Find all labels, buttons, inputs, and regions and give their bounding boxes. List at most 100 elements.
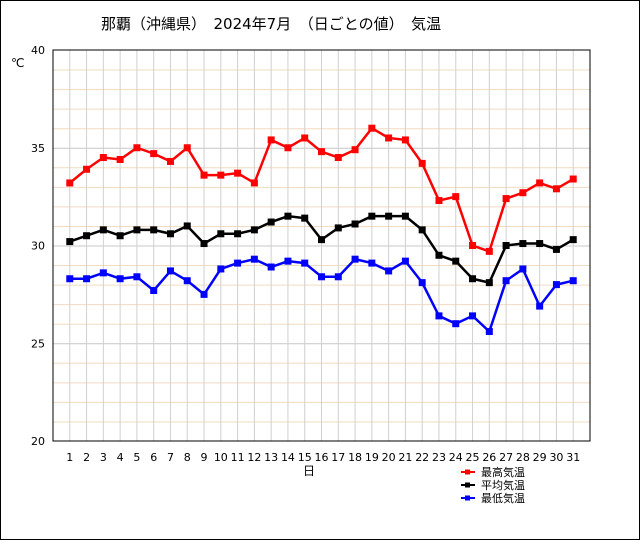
series-最高気温 — [66, 124, 577, 255]
x-tick-label: 22 — [415, 451, 429, 464]
data-point — [318, 148, 325, 156]
data-point — [234, 169, 242, 177]
legend-label: 最高気温 — [481, 465, 525, 479]
y-tick-label: 20 — [31, 435, 45, 448]
data-point — [318, 236, 325, 244]
data-point — [217, 265, 225, 273]
y-tick-labels: 20 25 30 35 40 — [31, 44, 45, 448]
data-point — [435, 312, 443, 320]
x-tick-label: 21 — [398, 451, 412, 464]
legend-label: 最低気温 — [481, 491, 525, 505]
legend-item: 平均気温 — [461, 478, 525, 492]
data-point — [385, 212, 393, 220]
data-point — [418, 159, 426, 167]
data-point — [536, 240, 544, 248]
data-point — [284, 144, 292, 152]
x-tick-label: 24 — [449, 451, 463, 464]
data-point — [166, 157, 174, 165]
x-tick-label: 4 — [117, 451, 124, 464]
data-point — [452, 193, 460, 201]
x-tick-label: 19 — [365, 451, 379, 464]
x-tick-label: 20 — [382, 451, 396, 464]
data-point — [485, 328, 493, 336]
data-point — [385, 134, 393, 142]
data-point — [284, 257, 292, 265]
x-tick-label: 27 — [499, 451, 513, 464]
data-point — [368, 124, 376, 132]
x-tick-label: 23 — [432, 451, 446, 464]
data-point — [200, 171, 208, 179]
data-point — [435, 251, 443, 259]
data-point — [334, 273, 342, 281]
data-point — [284, 212, 292, 220]
x-tick-label: 7 — [167, 451, 174, 464]
data-point — [200, 290, 208, 298]
data-point — [552, 185, 560, 193]
data-point — [401, 212, 409, 220]
x-tick-label: 9 — [201, 451, 208, 464]
data-point — [552, 281, 560, 289]
data-point — [83, 232, 91, 240]
data-point — [351, 255, 359, 263]
data-point — [116, 275, 124, 283]
data-point — [485, 279, 493, 287]
y-tick-label: 40 — [31, 44, 45, 57]
x-tick-label: 28 — [516, 451, 530, 464]
data-point — [267, 136, 275, 144]
data-point — [166, 267, 174, 275]
data-point — [536, 179, 544, 187]
data-point — [368, 259, 376, 267]
x-axis-label: 日 — [303, 464, 315, 478]
data-point — [351, 146, 359, 154]
data-point — [83, 275, 91, 283]
x-tick-label: 18 — [348, 451, 362, 464]
data-point — [485, 247, 493, 255]
legend-swatch-marker — [465, 495, 470, 501]
x-tick-labels: 1 2 3 4 5 6 7 8 9 10 11 12 13 14 15 16 17 18 19 20 21 22 23 24 2… — [66, 451, 580, 464]
data-point — [133, 226, 141, 234]
data-point — [166, 230, 174, 238]
x-tick-label: 2 — [83, 451, 90, 464]
data-point — [217, 171, 225, 179]
x-tick-label: 6 — [150, 451, 157, 464]
data-point — [267, 218, 275, 226]
x-tick-label: 15 — [298, 451, 312, 464]
data-point — [469, 242, 477, 249]
data-point — [385, 267, 393, 275]
data-point — [267, 263, 275, 271]
data-point — [250, 179, 258, 187]
data-point — [133, 273, 141, 281]
data-point — [368, 212, 376, 220]
x-tick-label: 29 — [533, 451, 547, 464]
y-tick-label: 35 — [31, 142, 45, 155]
data-point — [418, 279, 426, 287]
x-tick-label: 12 — [247, 451, 261, 464]
data-point — [569, 277, 577, 285]
data-point — [536, 302, 544, 310]
data-point — [99, 226, 107, 234]
data-point — [183, 144, 191, 152]
data-point — [569, 175, 577, 183]
x-tick-label: 14 — [281, 451, 295, 464]
data-point — [150, 226, 158, 234]
x-tick-label: 10 — [214, 451, 228, 464]
data-point — [66, 238, 74, 246]
x-tick-label: 31 — [566, 451, 580, 464]
data-point — [217, 230, 225, 238]
data-point — [502, 242, 510, 249]
x-tick-label: 1 — [66, 451, 73, 464]
data-point — [200, 240, 208, 248]
data-point — [519, 240, 527, 248]
x-tick-label: 16 — [315, 451, 329, 464]
legend-swatch-marker — [465, 482, 470, 488]
data-point — [234, 259, 242, 267]
legend-item: 最低気温 — [461, 491, 525, 505]
x-tick-label: 26 — [482, 451, 496, 464]
x-tick-label: 8 — [184, 451, 191, 464]
x-tick-label: 25 — [466, 451, 480, 464]
data-point — [301, 134, 309, 142]
y-tick-label: 25 — [31, 337, 45, 350]
